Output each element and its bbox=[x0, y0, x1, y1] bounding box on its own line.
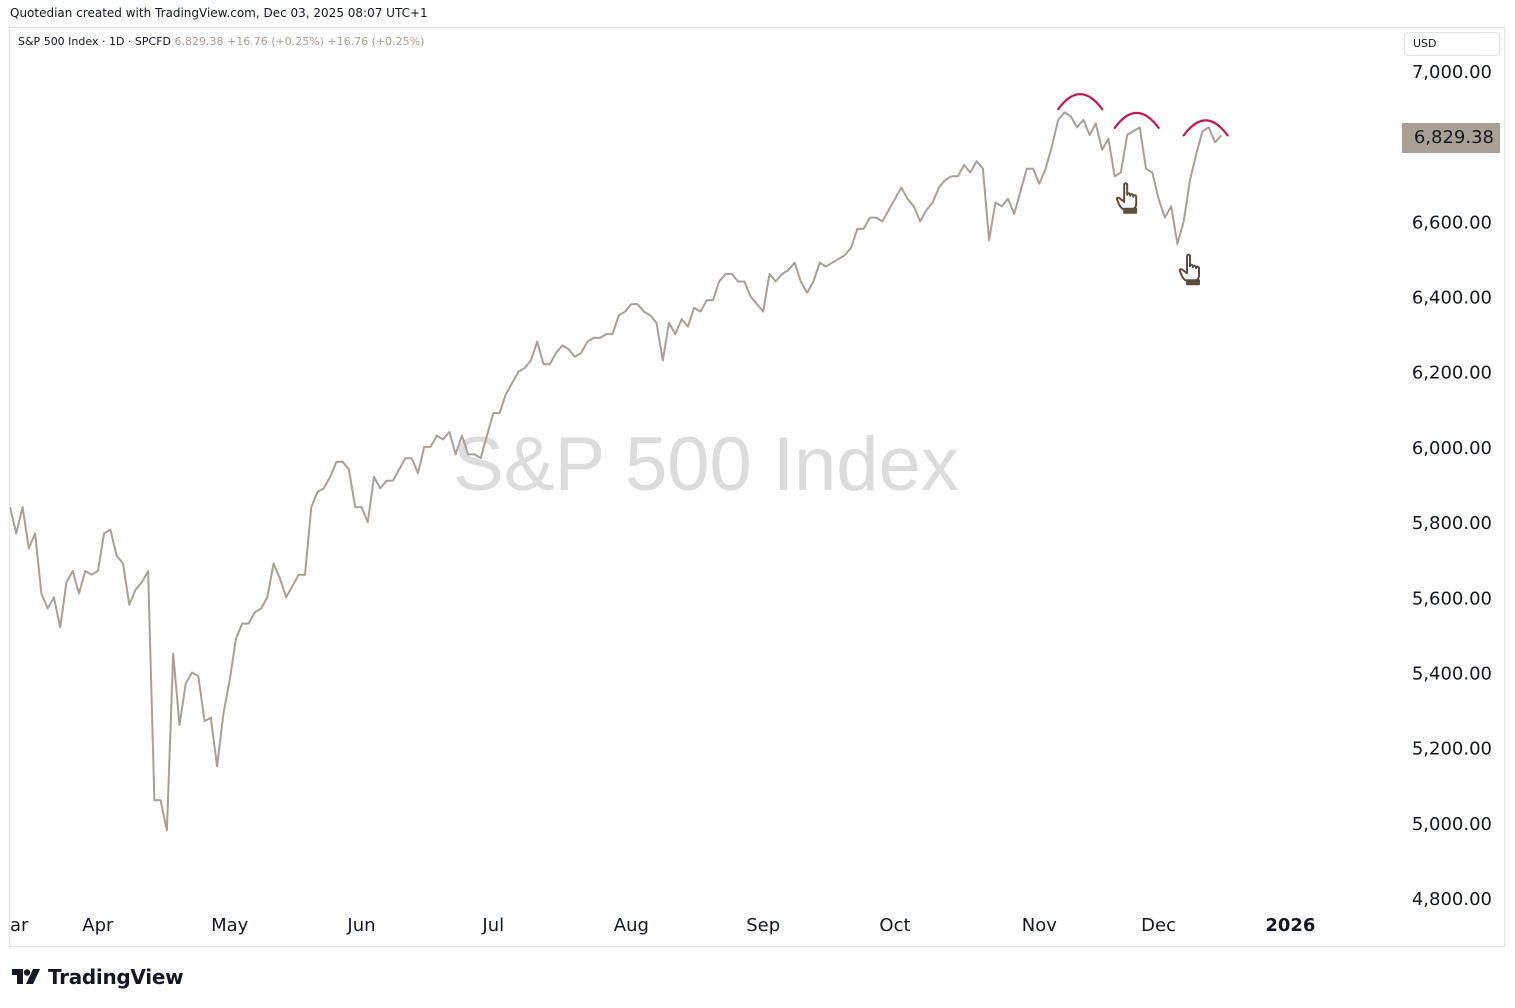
y-tick-label: 4,800.00 bbox=[1412, 889, 1492, 910]
x-tick-label: Dec bbox=[1141, 915, 1176, 936]
y-tick-label: 6,600.00 bbox=[1412, 212, 1492, 233]
x-tick-label: Apr bbox=[82, 915, 114, 936]
pointing-hand-icon[interactable] bbox=[1115, 182, 1138, 214]
drawing-annotations[interactable] bbox=[1057, 93, 1229, 286]
y-tick-label: 5,200.00 bbox=[1412, 739, 1492, 760]
x-tick-label: 2026 bbox=[1265, 915, 1315, 936]
legend-values: 6,829.38 +16.76 (+0.25%) +16.76 (+0.25%) bbox=[174, 35, 425, 48]
x-tick-label: Nov bbox=[1022, 915, 1057, 936]
tradingview-mark-icon bbox=[12, 969, 40, 984]
x-tick-label: Aug bbox=[614, 915, 649, 936]
x-tick-label: ar bbox=[10, 915, 29, 936]
symbol-watermark: S&P 500 Index bbox=[453, 422, 959, 507]
x-tick-label: May bbox=[211, 915, 249, 936]
x-tick-label: Jun bbox=[346, 915, 375, 936]
chart-frame bbox=[9, 27, 1505, 947]
top-arc-annotation[interactable] bbox=[1182, 119, 1229, 137]
x-tick-label: Oct bbox=[879, 915, 910, 936]
y-tick-label: 5,800.00 bbox=[1412, 513, 1492, 534]
pointing-hand-icon[interactable] bbox=[1178, 253, 1200, 286]
top-arc-annotation[interactable] bbox=[1057, 93, 1104, 111]
x-tick-label: Jul bbox=[481, 915, 504, 936]
price-axis[interactable]: 7,000.00 6,600.00 6,400.00 6,200.00 6,000.00… bbox=[1412, 62, 1492, 910]
top-arc-annotation[interactable] bbox=[1113, 111, 1160, 129]
tradingview-brand: TradingView bbox=[48, 965, 184, 989]
time-axis[interactable]: ar Apr May Jun Jul Aug Sep Oct Nov Dec 2026 bbox=[10, 915, 1315, 936]
chart-caption: Quotedian created with TradingView.com, … bbox=[10, 6, 428, 20]
last-price-label: 6,829.38 bbox=[1402, 123, 1500, 153]
y-tick-label: 5,000.00 bbox=[1412, 814, 1492, 835]
y-tick-label: 5,400.00 bbox=[1412, 663, 1492, 684]
symbol-legend[interactable]: S&P 500 Index · 1D · SPCFD 6,829.38 +16.… bbox=[18, 35, 424, 48]
currency-button[interactable]: USD bbox=[1404, 32, 1500, 56]
price-line bbox=[10, 111, 1223, 832]
y-tick-label: 6,000.00 bbox=[1412, 438, 1492, 459]
y-tick-label: 7,000.00 bbox=[1412, 62, 1492, 83]
series-layer bbox=[10, 111, 1223, 832]
tradingview-logo[interactable]: TradingView bbox=[12, 965, 184, 989]
y-tick-label: 6,400.00 bbox=[1412, 288, 1492, 309]
y-tick-label: 5,600.00 bbox=[1412, 588, 1492, 609]
legend-symbol: S&P 500 Index · 1D · SPCFD bbox=[18, 35, 172, 48]
x-tick-label: Sep bbox=[746, 915, 780, 936]
y-tick-label: 6,200.00 bbox=[1412, 363, 1492, 384]
